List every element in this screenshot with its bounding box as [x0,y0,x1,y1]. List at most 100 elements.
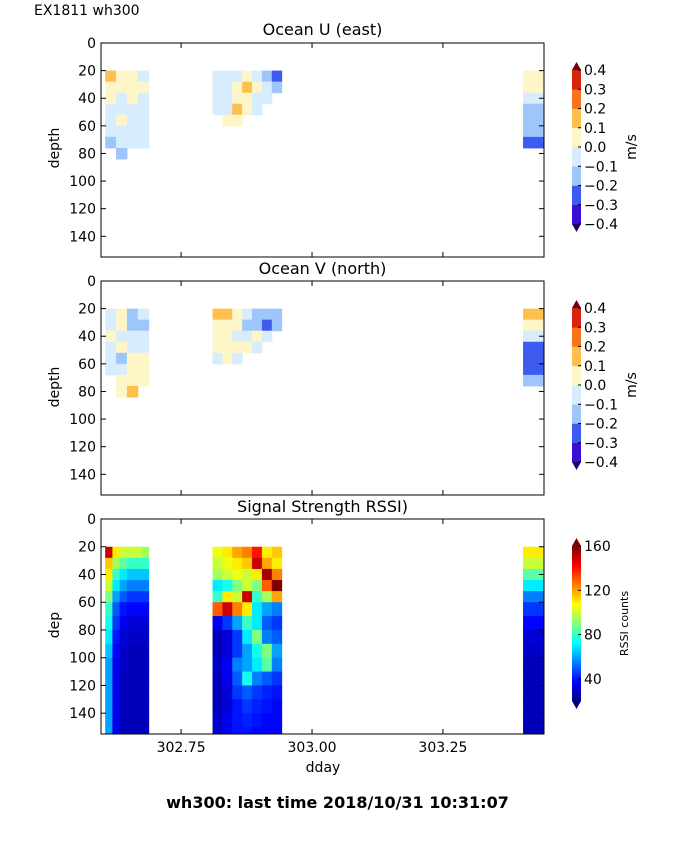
colorbar-label: m/s [624,134,640,160]
data-cell [212,341,223,354]
data-cell [261,616,273,631]
data-cell [242,727,253,735]
data-cell [119,671,128,686]
axes-frame [100,280,545,496]
data-cell [105,92,117,105]
data-cell [222,657,233,673]
data-cell [261,319,273,332]
y-tick-label: 40 [78,91,96,107]
y-tick-label: 140 [69,706,96,722]
data-cell [105,713,113,728]
data-cell [126,374,139,387]
data-cell [116,136,128,149]
data-cell [523,568,545,581]
data-cell [105,125,117,138]
colorbar-tick-label: 80 [584,628,602,644]
data-cell [242,341,253,354]
data-cell [105,103,117,116]
colorbar-tick-label: 40 [584,672,602,688]
data-cell [126,330,139,343]
data-cell [112,629,121,645]
data-cell [105,602,113,617]
data-cell [232,81,243,94]
data-cell [271,629,283,645]
data-cell [242,580,253,592]
data-cell [212,92,223,105]
data-cell [222,616,233,631]
y-tick-label: 120 [69,440,96,456]
colorbar-band [572,628,581,632]
data-cell [242,699,253,714]
data-cell [232,330,243,343]
colorbar-band [572,595,581,599]
data-cell [271,727,283,735]
data-cell [126,136,139,149]
data-cell [222,580,233,592]
data-cell [252,308,263,321]
data-cell [252,629,263,645]
colorbar-tick-label: −0.2 [584,417,618,433]
data-cell [126,319,139,332]
colorbar-band [572,551,581,555]
data-cell [232,92,243,105]
data-cell [222,546,233,559]
data-cell [134,591,142,603]
data-cell [523,580,545,592]
colorbar-tick-label: 0.4 [584,301,606,317]
data-cell [141,591,150,603]
panel-2: 0 20 40 60 80 100 120 140 302.75 303.00 303.25 [69,512,545,756]
panel-v-title: Ocean V (north) [258,259,387,278]
data-cell [232,580,243,592]
y-tick-label: 20 [78,302,96,318]
data-cell [105,70,117,83]
x-tick-label: 302.75 [157,740,206,756]
data-cell [112,591,121,603]
data-cell [126,616,135,631]
data-cell [126,352,139,365]
data-cell [112,671,121,686]
colorbar-tick-label: −0.2 [584,179,618,195]
data-cell [261,591,273,603]
data-cell [137,70,150,83]
colorbar-band [572,662,581,666]
data-cell [242,591,253,603]
data-cell [137,374,150,387]
data-cell [116,114,128,127]
data-cell [232,114,243,127]
data-cell [212,557,223,570]
data-cell [134,643,142,659]
data-cell [252,713,263,728]
y-tick-label: 40 [78,329,96,345]
data-cell [222,713,233,728]
data-cell [242,546,253,559]
data-cell [141,713,150,728]
data-cell [242,685,253,700]
colorbar-band [572,641,581,645]
data-cell [134,629,142,645]
y-tick-label: 140 [69,229,96,245]
colorbar-band [572,623,581,627]
y-tick-label: 40 [78,567,96,583]
colorbar-tick-label: 0.0 [584,378,606,394]
data-cell [134,616,142,631]
colorbar-band [572,553,581,557]
data-cell [141,557,150,570]
data-cell [137,308,150,321]
y-tick-label: 0 [87,512,96,528]
data-cell [126,81,139,94]
data-cell [212,319,223,332]
data-cell [252,81,263,94]
colorbar-band [572,564,581,568]
data-cell [134,657,142,673]
data-cell [134,671,142,686]
data-cell [232,629,243,645]
data-cell [134,568,142,581]
data-cell [523,727,545,735]
data-cell [222,727,233,735]
colorbar-band [572,600,581,604]
data-cell [105,557,113,570]
data-cell [222,319,233,332]
data-cell [119,616,128,631]
data-cell [261,629,273,645]
